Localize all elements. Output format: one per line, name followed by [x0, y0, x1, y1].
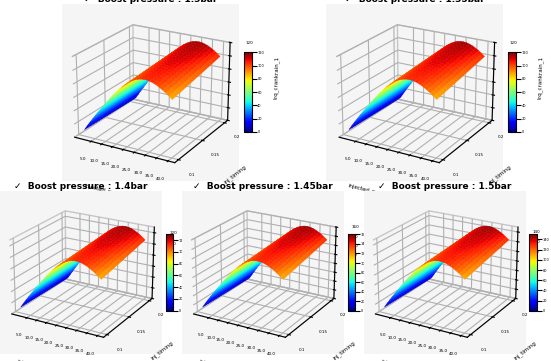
Title: ✓  Boost pressure : 1.35bar: ✓ Boost pressure : 1.35bar: [345, 0, 484, 4]
Title: ✓  Boost pressure : 1.5bar: ✓ Boost pressure : 1.5bar: [378, 182, 511, 191]
X-axis label: injected_mass: injected_mass: [83, 183, 123, 198]
Y-axis label: inj_timing: inj_timing: [488, 164, 512, 184]
Y-axis label: inj_timing: inj_timing: [332, 340, 356, 361]
Title: ✓  Boost pressure : 1.45bar: ✓ Boost pressure : 1.45bar: [193, 182, 333, 191]
Y-axis label: inj_timing: inj_timing: [514, 340, 538, 361]
X-axis label: injected_mass: injected_mass: [348, 183, 387, 198]
X-axis label: injected_mass: injected_mass: [17, 359, 56, 361]
Title: ✓  Boost pressure : 1.4bar: ✓ Boost pressure : 1.4bar: [14, 182, 148, 191]
X-axis label: injected_mass: injected_mass: [380, 359, 420, 361]
Y-axis label: inj_timing: inj_timing: [223, 164, 247, 184]
Y-axis label: inj_timing: inj_timing: [150, 340, 174, 361]
Title: ✓  Boost pressure : 1.3bar: ✓ Boost pressure : 1.3bar: [84, 0, 217, 4]
X-axis label: injected_mass: injected_mass: [198, 359, 238, 361]
